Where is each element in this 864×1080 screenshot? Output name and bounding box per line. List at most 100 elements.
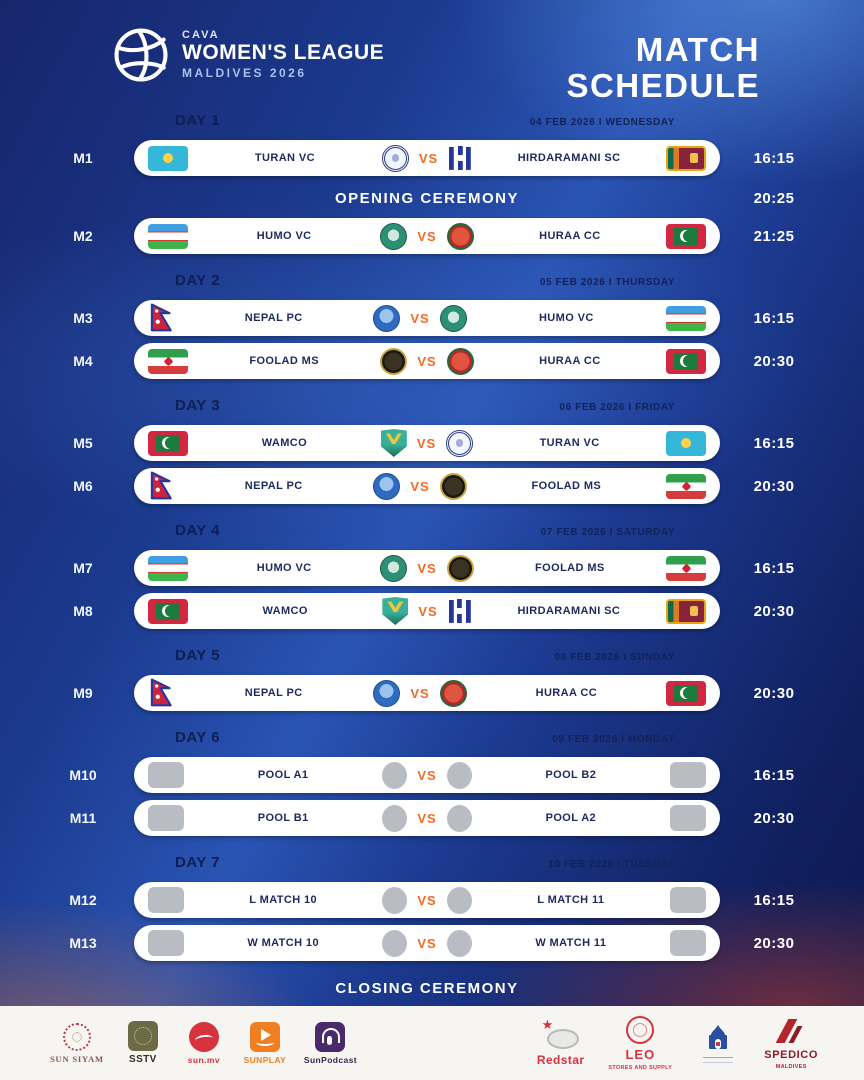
sunplay-logo-icon	[249, 1021, 280, 1052]
match-time: 20:30	[753, 352, 795, 370]
match-pill: NEPAL PC VS FOOLAD MS	[134, 468, 720, 504]
vs-label: VS	[416, 435, 437, 451]
day-date: 09 FEB 2026 I MONDAY	[552, 734, 675, 745]
hirdaramani-club-logo-icon	[447, 598, 472, 624]
sponsor-sublabel: MALDIVES	[775, 1064, 807, 1070]
away-team-name: HIRDARAMANI SC	[517, 605, 621, 617]
day-header: DAY 3 06 FEB 2026 I FRIDAY	[0, 397, 864, 419]
vs-label: VS	[418, 603, 438, 619]
home-team-name: FOOLAD MS	[249, 355, 319, 367]
day-label: DAY 3	[175, 397, 221, 414]
heritage-sponsor	[696, 1024, 740, 1063]
match-id: M12	[69, 892, 97, 908]
cava-org-label: CAVA	[182, 28, 220, 41]
ceremony-label: CLOSING CEREMONY	[335, 979, 519, 997]
redstar-sponsor: Redstar	[537, 1017, 584, 1067]
away-team-name: HIRDARAMANI SC	[517, 152, 621, 164]
vs-label: VS	[417, 353, 437, 369]
spedico-sponsor: SPEDICO MALDIVES	[764, 1016, 818, 1070]
away-team-name: HURAA CC	[535, 687, 598, 699]
sponsor-group-right: Redstar LEO STORES AND SUPPLY SPEDICO MALDIV…	[537, 1015, 818, 1071]
match-time: 20:30	[753, 602, 795, 620]
ceremony-label: OPENING CEREMONY	[334, 189, 520, 207]
away-team-name: HUMO VC	[538, 312, 594, 324]
redstar-logo-icon	[541, 1017, 581, 1050]
gray-club-logo-icon	[382, 804, 408, 832]
day-date: 10 FEB 2026 I TUESDAY	[548, 859, 675, 870]
humo-club-logo-icon	[439, 304, 467, 332]
gray-club-logo-icon	[382, 761, 408, 789]
sstv-logo-icon	[127, 1021, 158, 1051]
home-team-name: WAMCO	[262, 605, 308, 617]
placeholder-flag-icon	[670, 887, 706, 913]
page-title-line1: MATCH	[635, 31, 760, 68]
home-team-name: POOL B1	[257, 812, 309, 824]
placeholder-flag-icon	[670, 762, 706, 788]
sponsor-label: SUN SIYAM	[50, 1053, 104, 1064]
match-id: M1	[73, 150, 93, 166]
day-section: DAY 6 09 FEB 2026 I MONDAY M10 POOL A1 VS POO…	[0, 729, 864, 836]
sunsiyam-sponsor: SUN SIYAM	[50, 1022, 104, 1064]
home-team-name: HUMO VC	[256, 562, 312, 574]
day-label: DAY 4	[175, 522, 221, 539]
match-id: M11	[69, 810, 97, 826]
leo-logo-icon	[626, 1015, 655, 1044]
match-row: M8 WAMCO VS HIRDARAMANI SC 20:30	[0, 593, 864, 629]
match-id: M9	[73, 685, 93, 701]
heritage-logo-icon	[703, 1024, 733, 1054]
away-team-name: HURAA CC	[539, 230, 601, 242]
sri-lanka-flag-icon	[666, 598, 706, 624]
league-brand: CAVA WOMEN'S LEAGUE MALDIVES 2026	[112, 26, 384, 84]
sunpodcast-logo-icon	[315, 1021, 346, 1052]
home-team-name: NEPAL PC	[244, 480, 303, 492]
maldives-flag-icon	[148, 598, 188, 624]
match-pill: FOOLAD MS VS HURAA CC	[134, 343, 720, 379]
page-title-line2: SCHEDULE	[566, 66, 760, 104]
sponsor-group-left: SUN SIYAM SSTV sun.mv SUNPLAY SunPodcast	[50, 1021, 357, 1065]
vs-label: VS	[410, 685, 430, 701]
iran-flag-icon	[148, 348, 188, 374]
match-time: 16:15	[753, 766, 795, 784]
day-label: DAY 6	[175, 729, 221, 746]
turan-club-logo-icon	[381, 144, 409, 172]
league-title: WOMEN'S LEAGUE	[182, 41, 385, 65]
page-title: MATCH SCHEDULE	[566, 32, 760, 103]
match-id: M5	[73, 435, 93, 451]
huraa-club-logo-icon	[446, 347, 474, 375]
home-team-name: POOL A1	[257, 769, 309, 781]
match-time: 16:15	[753, 149, 795, 167]
day-label: DAY 2	[175, 272, 221, 289]
match-pill: NEPAL PC VS HUMO VC	[134, 300, 720, 336]
gray-club-logo-icon	[446, 761, 472, 789]
iran-flag-icon	[666, 555, 706, 581]
heritage-text-lines	[703, 1056, 734, 1063]
nepalpc-club-logo-icon	[373, 304, 401, 332]
maldives-flag-icon	[148, 430, 188, 456]
nepalpc-club-logo-icon	[373, 679, 401, 707]
match-id: M6	[73, 478, 93, 494]
day-header: DAY 2 05 FEB 2026 I THURSDAY	[0, 272, 864, 294]
ceremony-row: OPENING CEREMONY 20:25	[0, 183, 864, 213]
match-row: M9 NEPAL PC VS HURAA CC 20:30	[0, 675, 864, 711]
maldives-flag-icon	[666, 348, 706, 374]
wamco-club-logo-icon	[380, 429, 407, 457]
league-brand-text: CAVA WOMEN'S LEAGUE MALDIVES 2026	[182, 29, 384, 82]
vs-label: VS	[417, 892, 437, 908]
sponsor-sublabel: STORES AND SUPPLY	[608, 1064, 673, 1071]
match-pill: L MATCH 10 VS L MATCH 11	[134, 882, 720, 918]
match-id: M7	[73, 560, 93, 576]
match-id: M3	[73, 310, 93, 326]
gray-club-logo-icon	[446, 804, 472, 832]
vs-label: VS	[417, 228, 437, 244]
league-subtitle: MALDIVES 2026	[182, 66, 307, 81]
sponsor-footer: SUN SIYAM SSTV sun.mv SUNPLAY SunPodcast Red…	[0, 1006, 864, 1080]
match-pill: WAMCO VS TURAN VC	[134, 425, 720, 461]
nepalpc-club-logo-icon	[373, 472, 401, 500]
volleyball-logo-icon	[114, 28, 168, 82]
day-header: DAY 6 09 FEB 2026 I MONDAY	[0, 729, 864, 751]
day-section: DAY 5 08 FEB 2026 I SUNDAY M9 NEPAL PC VS HUR…	[0, 647, 864, 711]
away-team-name: L MATCH 11	[537, 894, 605, 906]
day-date: 07 FEB 2026 I SATURDAY	[540, 527, 675, 538]
day-header: DAY 4 07 FEB 2026 I SATURDAY	[0, 522, 864, 544]
nepal-flag-icon	[148, 471, 174, 501]
